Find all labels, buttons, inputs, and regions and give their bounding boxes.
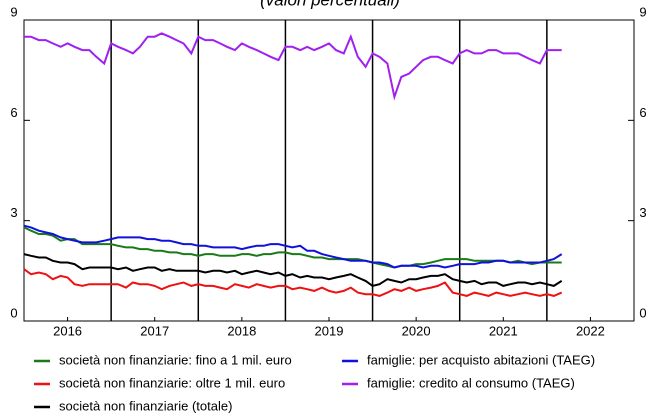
y2-tick-label: 3 [639, 205, 646, 220]
series-line [24, 32, 562, 101]
legend-label: famiglie: credito al consumo (TAEG) [367, 375, 575, 390]
series-line [23, 224, 563, 269]
legend-label: famiglie: per acquisto abitazioni (TAEG) [367, 352, 595, 367]
legend-label: società non finanziarie: fino a 1 mil. e… [59, 352, 292, 367]
x-tick-label: 2016 [53, 323, 82, 338]
legend-label: società non finanziarie (totale) [59, 398, 232, 413]
y-tick-label: 3 [10, 205, 17, 220]
y2-tick-label: 0 [639, 305, 646, 320]
y2-tick-label: 6 [639, 105, 646, 120]
x-tick-label: 2021 [489, 323, 518, 338]
y-tick-label: 6 [10, 105, 17, 120]
chart-subtitle: (valori percentuali) [260, 0, 400, 9]
y-tick-label: 0 [10, 305, 17, 320]
x-tick-label: 2022 [576, 323, 605, 338]
x-tick-label: 2018 [227, 323, 256, 338]
x-tick-label: 2020 [402, 323, 431, 338]
x-tick-label: 2017 [140, 323, 169, 338]
y-tick-label: 9 [10, 4, 17, 19]
series-line [23, 226, 562, 269]
legend-label: società non finanziarie: oltre 1 mil. eu… [59, 375, 285, 390]
y2-tick-label: 9 [639, 4, 646, 19]
series-line [23, 268, 563, 297]
plot-frame [23, 19, 635, 322]
x-tick-label: 2019 [315, 323, 344, 338]
series-line [23, 253, 563, 287]
